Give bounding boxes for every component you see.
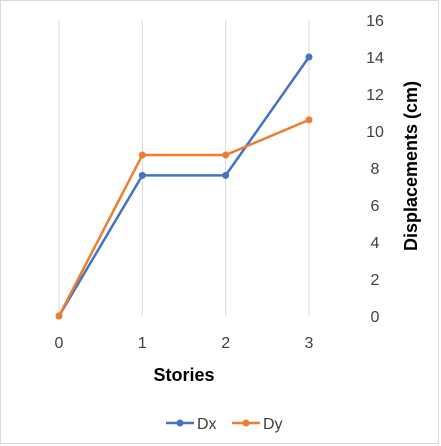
legend-swatch-marker: [176, 419, 184, 427]
series-layer: [55, 53, 313, 320]
gridlines: [58, 20, 310, 316]
y-tick-label: 0: [371, 309, 380, 326]
y-axis-title: Displacements (cm): [401, 81, 421, 251]
data-point-dy: [222, 151, 230, 159]
series-dy: [55, 116, 313, 320]
y-tick-label: 14: [366, 50, 384, 67]
y-tick-label: 8: [371, 161, 380, 178]
x-tick-label: 2: [221, 335, 230, 352]
data-point-dx: [222, 171, 230, 179]
x-axis-title: Stories: [153, 365, 214, 385]
y-tick-label: 10: [366, 124, 384, 141]
data-point-dy: [305, 116, 313, 124]
data-point-dy: [55, 312, 63, 320]
legend-item-dy: Dy: [232, 416, 283, 433]
legend-label: Dy: [263, 416, 283, 433]
legend-item-dx: Dx: [166, 416, 217, 433]
y-axis-ticks: 0 2 4 6 8 10 12 14 16: [366, 13, 384, 326]
x-tick-label: 1: [138, 335, 147, 352]
legend: Dx Dy: [166, 416, 283, 433]
series-line-dx: [57, 55, 311, 318]
x-axis-ticks: 0 1 2 3: [55, 335, 314, 352]
legend-swatch-marker: [242, 419, 250, 427]
data-point-dx: [138, 171, 146, 179]
series-line-dy: [57, 118, 311, 318]
y-tick-label: 12: [366, 87, 384, 104]
y-tick-label: 16: [366, 13, 384, 30]
y-tick-label: 6: [371, 198, 380, 215]
y-tick-label: 2: [371, 272, 380, 289]
data-point-dx: [305, 53, 313, 61]
data-point-dy: [138, 151, 146, 159]
x-tick-label: 0: [55, 335, 64, 352]
y-tick-label: 4: [371, 235, 380, 252]
series-dx: [55, 53, 313, 320]
x-tick-label: 3: [305, 335, 314, 352]
legend-label: Dx: [197, 416, 217, 433]
